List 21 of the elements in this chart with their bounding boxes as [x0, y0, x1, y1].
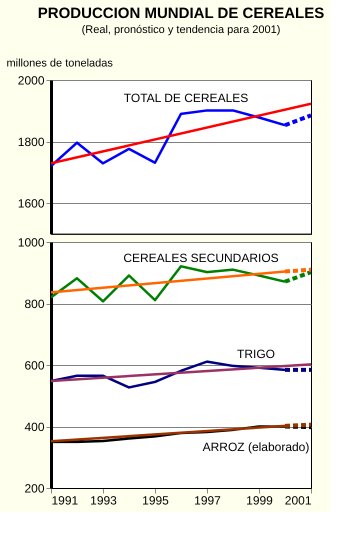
x-tick-label: 1995 — [142, 494, 170, 508]
y-axis-title: millones de toneladas — [6, 58, 114, 70]
x-tick-label: 2001 — [284, 494, 312, 508]
annotation: CEREALES SECUNDARIOS — [123, 251, 279, 265]
annotation: TOTAL DE CEREALES — [124, 91, 248, 105]
y-tick-label: 2000 — [18, 74, 45, 88]
x-tick-label: 1999 — [246, 494, 274, 508]
y-tick-label: 800 — [24, 297, 45, 311]
y-tick-label: 200 — [24, 482, 45, 496]
annotation: ARROZ (elaborado) — [202, 440, 310, 454]
annotation: TRIGO — [237, 347, 275, 361]
chart-title: PRODUCCION MUNDIAL DE CEREALES — [38, 5, 324, 22]
y-tick-label: 1000 — [18, 236, 45, 250]
y-tick-label: 1800 — [18, 135, 45, 149]
y-tick-label: 400 — [24, 420, 45, 434]
x-tick-label: 1991 — [52, 494, 79, 508]
x-tick-label: 1993 — [90, 494, 118, 508]
y-tick-label: 600 — [24, 358, 45, 372]
chart-subtitle: (Real, pronóstico y tendencia para 2001) — [82, 24, 280, 36]
y-tick-label: 1600 — [18, 196, 45, 210]
x-tick-label: 1997 — [194, 494, 222, 508]
